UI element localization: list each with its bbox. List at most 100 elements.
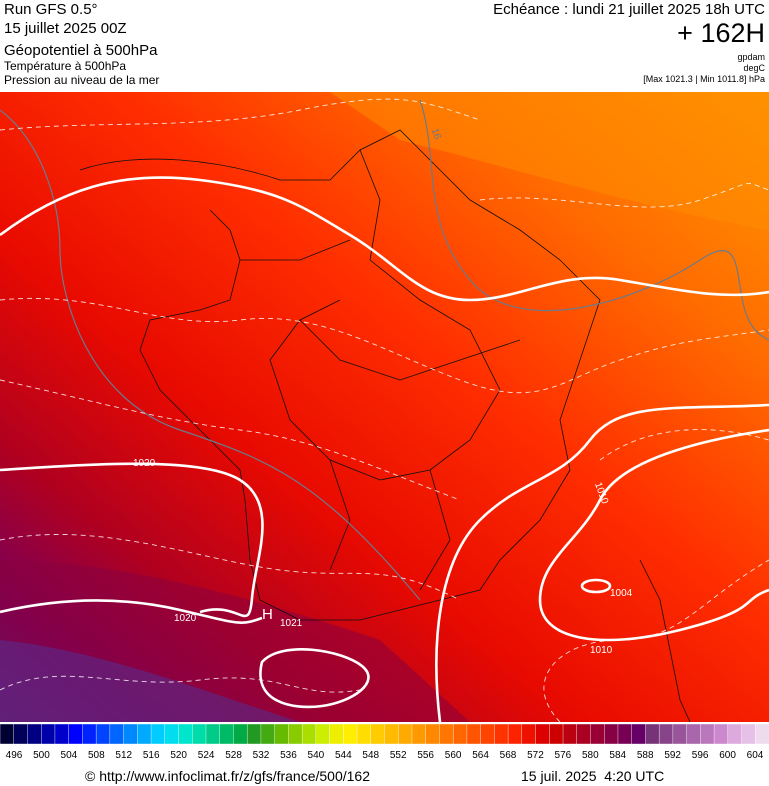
- color-swatch: [54, 723, 70, 745]
- isobar-label: 1004: [610, 588, 633, 599]
- isobar: [0, 462, 264, 618]
- color-swatch: [576, 723, 591, 745]
- color-swatch: [494, 723, 509, 745]
- temperature-line: [479, 183, 769, 208]
- geopotential-line: [0, 109, 421, 601]
- isobar-label: 1020: [133, 458, 156, 469]
- color-swatch: [301, 723, 317, 745]
- field-1: Géopotentiel à 500hPa: [4, 42, 158, 59]
- color-swatch: [521, 723, 537, 745]
- scale-label: 536: [280, 750, 297, 761]
- temperature-line: [0, 297, 769, 394]
- scale-label: 572: [527, 750, 544, 761]
- color-swatch: [40, 723, 56, 745]
- color-scale: 496 500 504 508 512 516 520 524 528 532 536 540 544 5…: [0, 723, 769, 761]
- color-swatch: [164, 723, 180, 745]
- color-swatch: [370, 723, 385, 745]
- scale-label: 564: [472, 750, 489, 761]
- color-swatch: [439, 723, 454, 745]
- color-swatch: [109, 723, 125, 745]
- color-swatch: [82, 723, 97, 745]
- scale-label: 556: [417, 750, 434, 761]
- geopotential-label: 16: [429, 127, 443, 142]
- scale-label: 600: [719, 750, 736, 761]
- source-url: © http://www.infoclimat.fr/z/gfs/france/…: [85, 768, 370, 784]
- region-border: [269, 149, 501, 481]
- scale-label: 532: [253, 750, 270, 761]
- color-swatch: [452, 723, 468, 745]
- color-swatch: [260, 723, 276, 745]
- scale-label: 584: [609, 750, 626, 761]
- color-swatch: [0, 723, 15, 745]
- color-swatch: [398, 723, 413, 745]
- color-swatch: [562, 723, 578, 745]
- color-swatch: [713, 723, 729, 745]
- issue-time: 15 juil. 2025 4:20 UTC: [521, 768, 664, 784]
- color-swatch: [507, 723, 523, 745]
- isobar: [580, 578, 612, 594]
- color-swatch: [480, 723, 495, 745]
- color-swatch: [604, 723, 619, 745]
- temperature-line: [0, 534, 461, 601]
- color-swatch: [727, 723, 743, 745]
- unit-2: degC: [743, 63, 765, 73]
- cold-zone: [0, 640, 300, 722]
- temperature-line: [599, 429, 769, 461]
- color-swatch: [741, 723, 756, 745]
- color-swatch: [549, 723, 564, 745]
- color-swatch: [686, 723, 701, 745]
- field-2: Température à 500hPa: [4, 59, 126, 73]
- color-swatch: [384, 723, 399, 745]
- run-title: Run GFS 0.5°: [4, 1, 98, 18]
- temperature-line: [0, 379, 461, 501]
- color-swatch: [631, 723, 646, 745]
- scale-label: 568: [500, 750, 517, 761]
- scale-label: 548: [362, 750, 379, 761]
- warm-zone: [330, 92, 769, 230]
- high-marker: H: [262, 606, 273, 623]
- color-swatch: [205, 723, 221, 745]
- isobar: [538, 428, 769, 642]
- color-swatch: [233, 723, 248, 745]
- color-swatch: [123, 723, 138, 745]
- scale-label: 516: [143, 750, 160, 761]
- color-swatch: [755, 723, 769, 745]
- country-border: [639, 559, 691, 722]
- forecast-time: Echéance : lundi 21 juillet 2025 18h UTC: [493, 1, 765, 18]
- isobar: [0, 176, 769, 302]
- region-border: [240, 239, 521, 591]
- temperature-line: [0, 98, 481, 131]
- color-swatch: [13, 723, 28, 745]
- scale-label: 560: [445, 750, 462, 761]
- color-swatch: [178, 723, 193, 745]
- forecast-step: + 162H: [677, 18, 765, 48]
- scale-label: 604: [747, 750, 764, 761]
- color-swatch: [68, 723, 83, 745]
- color-swatch: [329, 723, 344, 745]
- scale-label: 552: [390, 750, 407, 761]
- isobar-label: 1020: [174, 613, 197, 624]
- scale-label: 580: [582, 750, 599, 761]
- scale-label: 508: [88, 750, 105, 761]
- color-swatch: [150, 723, 166, 745]
- isobar-label: 1021: [280, 618, 303, 629]
- color-swatch: [645, 723, 660, 745]
- map: 1020 1020 H 1021 1010 1004 1010 16: [0, 92, 769, 722]
- color-swatch: [672, 723, 688, 745]
- color-swatch: [343, 723, 358, 745]
- scale-label: 544: [335, 750, 352, 761]
- color-swatch: [658, 723, 674, 745]
- isobar: [435, 403, 769, 722]
- scale-label: 588: [637, 750, 654, 761]
- scale-label: 512: [115, 750, 132, 761]
- color-swatch: [137, 723, 152, 745]
- scale-label: 540: [308, 750, 325, 761]
- scale-label: 496: [6, 750, 23, 761]
- color-swatch: [356, 723, 372, 745]
- color-swatch: [219, 723, 234, 745]
- color-swatch: [192, 723, 207, 745]
- geopotential-line: [419, 99, 769, 341]
- field-3: Pression au niveau de la mer: [4, 73, 159, 87]
